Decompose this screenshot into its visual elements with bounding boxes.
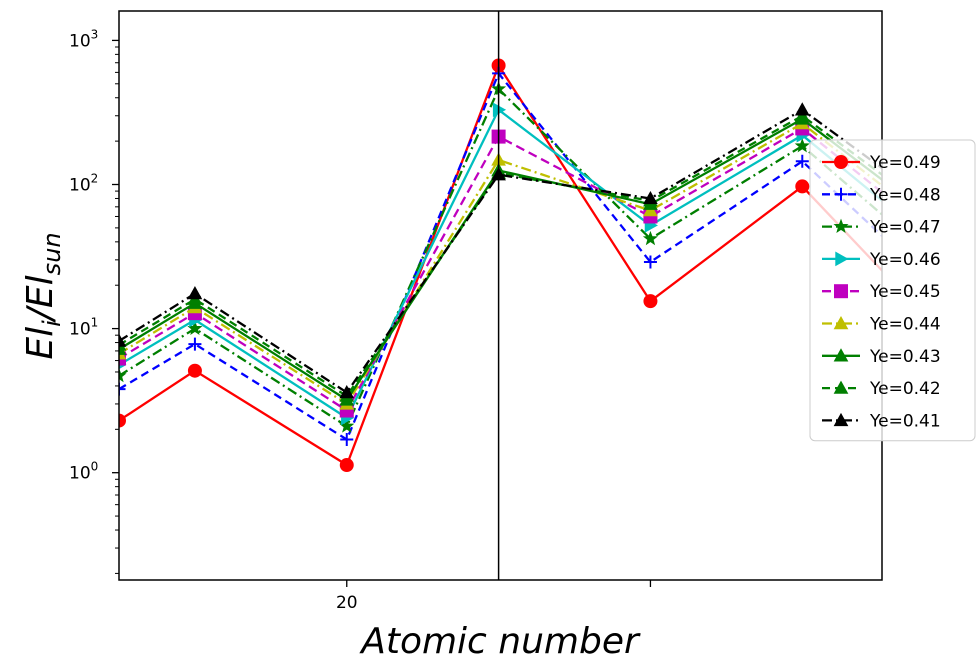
data-point xyxy=(187,363,202,378)
legend-item: Ye=0.42 xyxy=(822,379,941,399)
data-point xyxy=(643,190,658,205)
y-axis-label-main: El xyxy=(20,327,61,360)
data-point xyxy=(187,286,203,300)
legend-label: Ye=0.44 xyxy=(869,315,941,335)
axis-ticks: 100 101 102 103 20 xyxy=(69,27,652,613)
legend-label: Ye=0.43 xyxy=(869,347,941,367)
legend-item: Ye=0.49 xyxy=(822,153,941,173)
legend-label: Ye=0.41 xyxy=(869,411,941,431)
series-8 xyxy=(119,102,882,399)
legend-item: Ye=0.48 xyxy=(822,185,941,205)
legend-label: Ye=0.42 xyxy=(869,379,941,399)
legend-marker xyxy=(833,315,849,330)
legend-item: Ye=0.41 xyxy=(822,411,941,431)
data-point xyxy=(119,333,127,347)
plot-frame xyxy=(118,10,883,581)
data-point xyxy=(339,458,354,473)
y-axis-label-sub-sun: sun xyxy=(38,232,66,275)
legend-label: Ye=0.46 xyxy=(869,250,941,270)
legend: Ye=0.49 Ye=0.48 Ye=0.47 Ye=0.46 Ye=0.45 Ye=0.… xyxy=(809,139,976,442)
plot-area xyxy=(118,10,883,581)
y-axis-label-sub-i: i xyxy=(38,320,66,327)
legend-marker xyxy=(835,251,849,267)
legend-marker xyxy=(833,348,849,362)
data-point xyxy=(119,367,127,383)
legend-item: Ye=0.47 xyxy=(822,218,941,238)
data-point xyxy=(642,230,658,246)
legend-box xyxy=(809,139,976,442)
legend-item: Ye=0.45 xyxy=(822,282,941,302)
data-point xyxy=(643,255,657,269)
y-tick-label: 103 xyxy=(69,27,98,51)
x-axis-label: Atomic number xyxy=(359,621,641,662)
data-point xyxy=(795,154,809,168)
legend-marker xyxy=(834,155,848,169)
legend-item: Ye=0.46 xyxy=(822,250,941,270)
legend-label: Ye=0.49 xyxy=(869,153,941,173)
data-point xyxy=(119,413,126,428)
legend-label: Ye=0.45 xyxy=(869,282,941,302)
data-point xyxy=(340,432,354,446)
legend-marker xyxy=(834,187,848,201)
legend-marker xyxy=(833,412,849,427)
legend-item: Ye=0.43 xyxy=(822,347,941,367)
y-tick-label: 100 xyxy=(69,460,98,484)
legend-marker xyxy=(833,218,849,234)
data-point xyxy=(188,337,202,351)
data-point xyxy=(339,385,355,399)
y-axis-label-mid: /El xyxy=(20,275,61,323)
legend-marker xyxy=(834,284,848,299)
y-axis-label: Eli/Elsun xyxy=(20,232,66,359)
y-tick-label: 101 xyxy=(69,316,98,340)
legend-label: Ye=0.48 xyxy=(869,185,941,205)
legend-label: Ye=0.47 xyxy=(869,218,941,238)
data-point xyxy=(119,382,126,396)
legend-item: Ye=0.44 xyxy=(822,315,941,335)
data-point xyxy=(643,294,658,309)
data-point xyxy=(795,179,810,194)
x-tick-label: 20 xyxy=(336,593,358,613)
data-point xyxy=(794,138,810,153)
data-point xyxy=(794,102,810,116)
y-tick-label: 102 xyxy=(69,172,98,196)
legend-marker xyxy=(833,380,849,394)
